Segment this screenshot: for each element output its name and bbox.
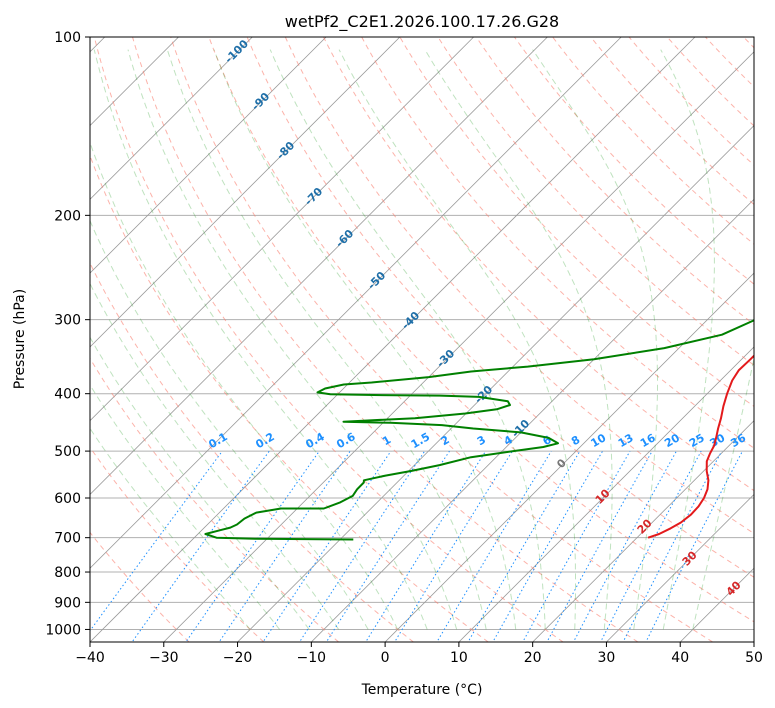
y-tick-label: 200	[54, 208, 81, 224]
moist-adiabat-line	[424, 49, 613, 630]
moist-adiabat-line	[338, 49, 576, 630]
mixing-ratio-line	[218, 450, 351, 642]
y-axis-label: Pressure (hPa)	[12, 289, 28, 389]
dry-adiabat-line	[246, 37, 754, 578]
mixing-ratio-line	[185, 450, 320, 642]
x-tick-label: −20	[223, 650, 253, 666]
isotherm-line	[90, 37, 548, 496]
moist-adiabat-line	[90, 336, 310, 630]
dry-adiabat-line	[208, 37, 754, 623]
moist-adiabat-line	[90, 384, 280, 630]
x-tick-label: −40	[75, 650, 105, 666]
y-tick-label: 1000	[45, 622, 81, 638]
isotherm-line	[90, 37, 401, 348]
mixing-ratio-line	[298, 450, 426, 642]
moist-adiabat-line	[166, 49, 487, 630]
mixing-ratio-line	[262, 450, 392, 642]
plot-frame	[89, 36, 755, 643]
isotherm-line	[90, 37, 622, 569]
x-tick-label: 10	[450, 650, 468, 666]
dry-adiabat-line	[323, 37, 754, 492]
mixing-ratio-line	[467, 450, 581, 642]
y-tick-label: 400	[54, 387, 81, 403]
isotherm-line	[90, 37, 474, 422]
x-tick-label: 20	[524, 650, 542, 666]
dry-adiabat-line	[361, 37, 754, 449]
dewpoint-profile-line	[204, 319, 754, 541]
y-tick-label: 600	[54, 491, 81, 507]
isotherm-line	[163, 51, 754, 642]
moist-adiabat-line	[90, 427, 251, 630]
moist-adiabat-line	[90, 219, 369, 630]
moist-adiabat-line	[269, 49, 546, 630]
isotherm-line	[384, 272, 754, 642]
moist-adiabats	[90, 49, 754, 630]
moist-adiabat-line	[532, 49, 658, 630]
temperature-profile-line	[647, 354, 754, 539]
isotherm-line	[237, 124, 754, 642]
dry-adiabat-line	[399, 37, 754, 408]
mixing-ratio-line	[325, 450, 450, 642]
y-tick-label: 800	[54, 565, 81, 581]
mixing-ratio-lines	[90, 450, 743, 642]
x-tick-label: −30	[149, 650, 179, 666]
dry-adiabat-line	[170, 37, 713, 642]
dry-adiabat-line	[132, 37, 639, 642]
y-tick-label: 300	[54, 313, 81, 329]
mixing-ratio-line	[436, 450, 552, 642]
x-tick-label: −10	[297, 650, 327, 666]
y-tick-label: 500	[54, 444, 81, 460]
profile-series	[204, 319, 754, 541]
mixing-ratio-line	[492, 450, 604, 642]
mixing-ratio-line	[131, 450, 270, 642]
x-tick-label: 0	[381, 650, 390, 666]
isotherm-line	[90, 37, 253, 200]
x-tick-label: 30	[598, 650, 616, 666]
isotherm-line	[90, 37, 327, 274]
plot-area	[90, 37, 754, 642]
dry-adiabats	[90, 37, 754, 642]
x-tick-label: 50	[745, 650, 763, 666]
pressure-gridlines	[90, 37, 754, 630]
moist-adiabat-line	[213, 49, 517, 630]
moist-adiabat-line	[90, 282, 340, 630]
moist-adiabat-line	[692, 356, 754, 630]
dry-adiabat-line	[90, 531, 190, 642]
y-tick-label: 900	[54, 595, 81, 611]
y-tick-label: 100	[54, 30, 81, 46]
dry-adiabat-line	[437, 37, 754, 366]
moist-adiabat-line	[660, 49, 715, 630]
dry-adiabat-line	[90, 357, 339, 642]
x-axis-ticks: −40 −30 −20 −10 0 10 20 30 40 50	[75, 642, 763, 666]
dry-adiabat-line	[90, 262, 414, 642]
plot-content: -100-90-80-70-60-50-40-30-20-1000.1 0.2 0.…	[90, 37, 754, 642]
mixing-ratio-line	[645, 450, 743, 642]
chart-title: wetPf2_C2E1.2026.100.17.26.G28	[285, 12, 559, 32]
isotherm-line	[458, 346, 754, 642]
skewed-isotherms	[90, 37, 754, 642]
isotherm-line	[532, 420, 754, 642]
x-axis-label: Temperature (°C)	[361, 682, 483, 698]
y-tick-label: 700	[54, 531, 81, 547]
y-axis-ticks: 100 200 300 400 500 600 700 800 900 1000	[45, 30, 90, 638]
moist-adiabat-line	[93, 49, 428, 630]
isotherm-line	[90, 37, 696, 642]
moist-adiabat-line	[90, 140, 399, 630]
mixing-ratio-line	[546, 450, 653, 642]
x-tick-label: 40	[671, 650, 689, 666]
dry-adiabat-line	[93, 37, 564, 642]
isotherm-line	[606, 493, 754, 642]
